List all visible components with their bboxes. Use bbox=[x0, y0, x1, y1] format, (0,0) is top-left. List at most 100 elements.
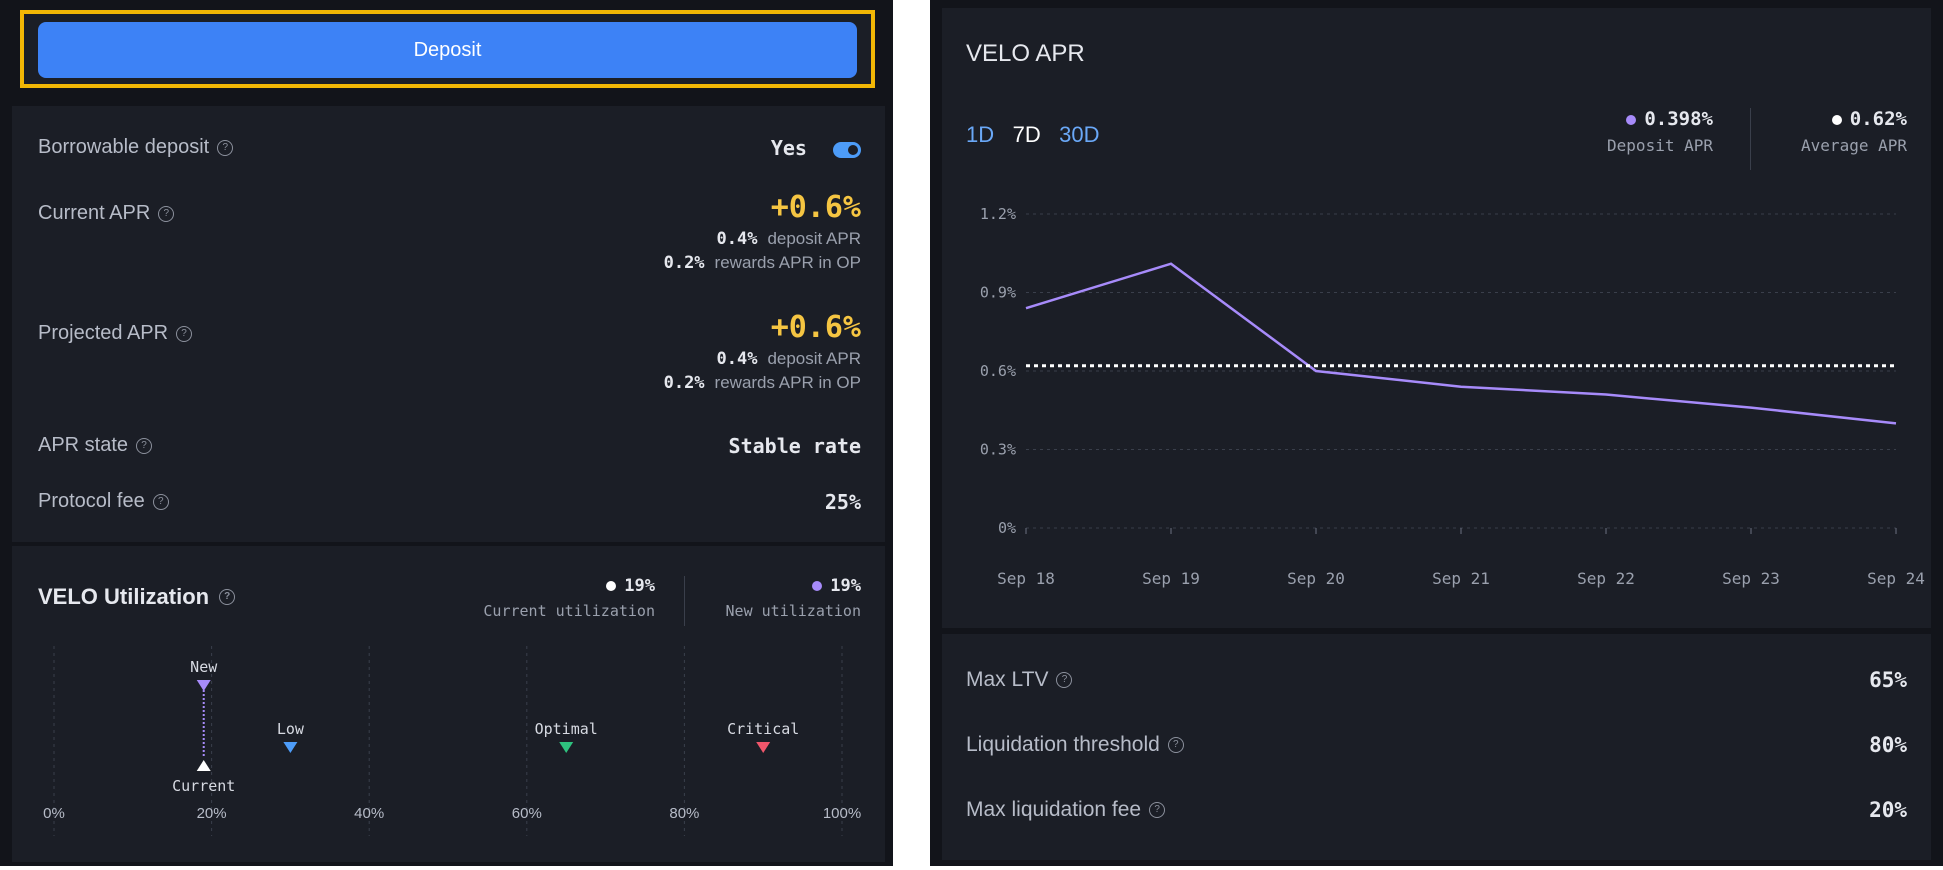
new-marker-label: New bbox=[190, 658, 218, 676]
help-icon[interactable]: ? bbox=[152, 493, 169, 510]
apr-state-label-text: APR state bbox=[38, 434, 129, 456]
borrowable-label-text: Borrowable deposit bbox=[38, 136, 210, 158]
average-apr-legend-value: 0.62% bbox=[1849, 108, 1907, 130]
current-rewards-apr-text: rewards APR in OP bbox=[714, 253, 861, 272]
help-icon[interactable]: ? bbox=[1167, 737, 1184, 753]
protocol-fee-label: Protocol fee ? bbox=[38, 490, 169, 513]
projected-deposit-apr-text: deposit APR bbox=[767, 349, 861, 368]
optimal-marker-icon bbox=[559, 742, 574, 753]
legend-divider bbox=[1750, 108, 1751, 170]
current-utilization-value: 19% bbox=[624, 576, 655, 596]
stats-card: Max LTV ? 65% Liquidation threshold ? 80… bbox=[942, 634, 1931, 860]
help-icon[interactable]: ? bbox=[219, 589, 236, 605]
apr-y-tick-label: 0.3% bbox=[980, 441, 1016, 459]
help-icon[interactable]: ? bbox=[176, 325, 193, 342]
util-tick-label: 40% bbox=[354, 805, 384, 822]
deposit-apr-legend-label: Deposit APR bbox=[1607, 136, 1713, 155]
util-tick-label: 60% bbox=[512, 805, 542, 822]
max-liquidation-fee-value: 20% bbox=[1869, 798, 1907, 822]
tab-1d[interactable]: 1D bbox=[966, 122, 995, 147]
max-ltv-value: 65% bbox=[1869, 668, 1907, 692]
apr-x-tick-label: Sep 18 bbox=[997, 569, 1055, 588]
apr-chart-card: VELO APR 1D 7D 30D 0.398% Deposit APR 0.… bbox=[942, 8, 1931, 628]
new-utilization-value: 19% bbox=[830, 576, 861, 596]
liquidation-threshold-label-text: Liquidation threshold bbox=[966, 733, 1160, 756]
tab-7d[interactable]: 7D bbox=[1012, 122, 1041, 147]
util-tick-label: 80% bbox=[669, 805, 699, 822]
deposit-apr-legend: 0.398% Deposit APR bbox=[1607, 108, 1713, 155]
left-panel: Deposit Borrowable deposit ? Yes Current… bbox=[0, 0, 893, 866]
deposit-dot-icon bbox=[1626, 114, 1637, 125]
max-ltv-label: Max LTV ? bbox=[966, 668, 1073, 692]
apr-y-tick-label: 0.6% bbox=[980, 362, 1016, 380]
deposit-highlight: Deposit bbox=[20, 10, 875, 88]
average-apr-legend: 0.62% Average APR bbox=[1801, 108, 1907, 155]
borrowable-toggle[interactable] bbox=[833, 141, 861, 158]
current-utilization-legend: 19% Current utilization bbox=[483, 576, 655, 620]
max-liquidation-fee-label-text: Max liquidation fee bbox=[966, 798, 1142, 821]
deposit-button[interactable]: Deposit bbox=[38, 22, 857, 78]
help-icon[interactable]: ? bbox=[158, 205, 175, 222]
current-deposit-apr-value: 0.4% bbox=[716, 229, 758, 249]
apr-x-tick-label: Sep 20 bbox=[1287, 569, 1345, 588]
max-liquidation-fee-label: Max liquidation fee ? bbox=[966, 798, 1166, 822]
projected-rewards-apr-text: rewards APR in OP bbox=[714, 373, 861, 392]
current-deposit-apr-text: deposit APR bbox=[767, 229, 861, 248]
util-tick-label: 100% bbox=[823, 805, 861, 822]
liquidation-threshold-value: 80% bbox=[1869, 733, 1907, 757]
utilization-title: VELO Utilization ? bbox=[38, 584, 236, 610]
help-icon[interactable]: ? bbox=[1056, 672, 1073, 688]
right-panel: VELO APR 1D 7D 30D 0.398% Deposit APR 0.… bbox=[930, 0, 1943, 866]
critical-marker-label: Critical bbox=[727, 720, 799, 738]
new-utilization-legend: 19% New utilization bbox=[726, 576, 861, 620]
new-marker-icon bbox=[196, 680, 211, 691]
projected-deposit-apr-value: 0.4% bbox=[716, 349, 758, 369]
apr-line-chart: 0% 0.3% 0.6% 0.9% 1.2% Sep 18 Sep 19 Sep 20 Sep … bbox=[980, 205, 1925, 588]
current-utilization-label: Current utilization bbox=[483, 602, 655, 620]
apr-y-tick-label: 0% bbox=[998, 519, 1016, 537]
apr-x-tick-label: Sep 19 bbox=[1142, 569, 1200, 588]
apr-x-tick-label: Sep 21 bbox=[1432, 569, 1490, 588]
new-dot-icon bbox=[812, 581, 823, 591]
current-marker-label: Current bbox=[172, 777, 235, 795]
max-ltv-label-text: Max LTV bbox=[966, 668, 1049, 691]
help-icon[interactable]: ? bbox=[1149, 802, 1166, 818]
help-icon[interactable]: ? bbox=[217, 139, 234, 156]
apr-x-tick-label: Sep 22 bbox=[1577, 569, 1635, 588]
current-marker-icon bbox=[196, 760, 211, 771]
current-apr-value: +0.6% 0.4% deposit APR 0.2% rewards APR in… bbox=[664, 190, 861, 273]
apr-y-tick-label: 0.9% bbox=[980, 284, 1016, 302]
current-rewards-apr-value: 0.2% bbox=[663, 253, 705, 273]
new-utilization-label: New utilization bbox=[725, 602, 861, 620]
current-apr-label: Current APR ? bbox=[38, 202, 175, 225]
low-marker-label: Low bbox=[277, 720, 305, 738]
protocol-fee-label-text: Protocol fee bbox=[38, 490, 145, 512]
liquidation-threshold-label: Liquidation threshold ? bbox=[966, 733, 1184, 757]
protocol-fee-value: 25% bbox=[824, 490, 861, 514]
optimal-marker-label: Optimal bbox=[535, 720, 598, 738]
help-icon[interactable]: ? bbox=[136, 437, 153, 454]
average-apr-legend-label: Average APR bbox=[1801, 136, 1907, 155]
deposit-apr-legend-value: 0.398% bbox=[1644, 108, 1713, 130]
deposit-apr-line bbox=[1025, 262, 1897, 425]
current-apr-label-text: Current APR bbox=[38, 202, 151, 224]
util-tick-label: 20% bbox=[197, 805, 227, 822]
utilization-card: VELO Utilization ? 19% Current utilizati… bbox=[12, 546, 885, 862]
projected-apr-value: +0.6% 0.4% deposit APR 0.2% rewards APR in… bbox=[664, 310, 861, 393]
apr-x-tick-label: Sep 24 bbox=[1867, 569, 1925, 588]
utilization-title-text: VELO Utilization bbox=[38, 584, 210, 609]
apr-x-tick-label: Sep 23 bbox=[1722, 569, 1780, 588]
legend-divider bbox=[684, 576, 685, 626]
details-card: Borrowable deposit ? Yes Current APR ? +… bbox=[12, 106, 885, 542]
apr-y-tick-label: 1.2% bbox=[980, 205, 1016, 223]
current-dot-icon bbox=[606, 581, 617, 591]
apr-state-label: APR state ? bbox=[38, 434, 153, 457]
projected-apr-number: +0.6% bbox=[770, 310, 861, 345]
borrowable-label: Borrowable deposit ? bbox=[38, 136, 234, 159]
borrowable-value: Yes bbox=[771, 136, 861, 160]
projected-apr-label-text: Projected APR bbox=[38, 322, 169, 344]
util-tick-label: 0% bbox=[43, 805, 65, 822]
borrowable-value-text: Yes bbox=[770, 136, 807, 160]
timeframe-tabs: 1D 7D 30D bbox=[966, 122, 1114, 148]
tab-30d[interactable]: 30D bbox=[1059, 122, 1100, 147]
